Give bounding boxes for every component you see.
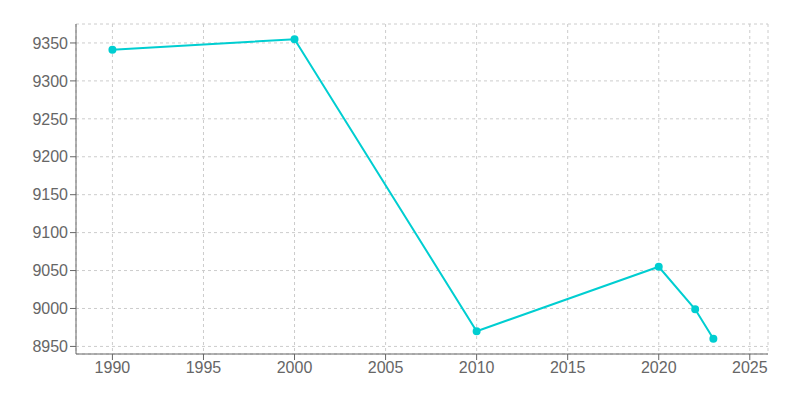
svg-text:1995: 1995 bbox=[186, 359, 222, 376]
svg-text:2025: 2025 bbox=[732, 359, 768, 376]
svg-text:9300: 9300 bbox=[32, 73, 68, 90]
svg-text:9000: 9000 bbox=[32, 300, 68, 317]
svg-text:2000: 2000 bbox=[277, 359, 313, 376]
svg-text:9100: 9100 bbox=[32, 224, 68, 241]
svg-text:1990: 1990 bbox=[95, 359, 131, 376]
svg-text:9250: 9250 bbox=[32, 111, 68, 128]
svg-text:8950: 8950 bbox=[32, 338, 68, 355]
svg-text:9350: 9350 bbox=[32, 35, 68, 52]
svg-text:9200: 9200 bbox=[32, 148, 68, 165]
svg-text:9150: 9150 bbox=[32, 186, 68, 203]
svg-text:9050: 9050 bbox=[32, 262, 68, 279]
svg-text:2015: 2015 bbox=[550, 359, 586, 376]
svg-text:2010: 2010 bbox=[459, 359, 495, 376]
svg-text:2005: 2005 bbox=[368, 359, 404, 376]
svg-text:2020: 2020 bbox=[641, 359, 677, 376]
